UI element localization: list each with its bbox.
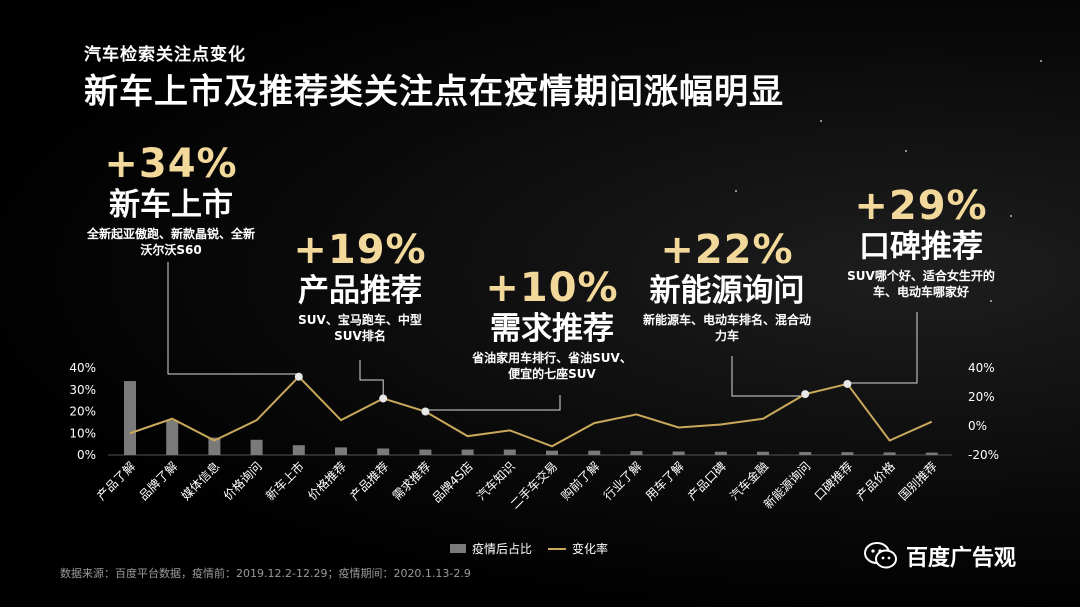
callout-name: 产品推荐	[298, 273, 422, 309]
bar	[799, 451, 812, 455]
callout-desc: 全新起亚傲跑、新款晶锐、全新沃尔沃S60	[86, 227, 255, 257]
page-title: 新车上市及推荐类关注点在疫情期间涨幅明显	[84, 72, 784, 112]
bar	[883, 452, 896, 455]
bar	[925, 452, 938, 455]
x-tick-label: 汽车知识	[473, 459, 518, 504]
y-right-tick-label: -20%	[968, 448, 999, 462]
y-left-tick-label: 10%	[69, 426, 96, 440]
y-left-tick-label: 40%	[69, 361, 96, 375]
callout-reputation-rec: +29% 口碑推荐 SUV哪个好、适合女生开的车、电动车哪家好	[826, 184, 1016, 300]
callout-pct: +29%	[854, 183, 988, 229]
bar	[546, 450, 558, 455]
x-tick-label: 新车上市	[262, 459, 307, 504]
callout-name: 口碑推荐	[859, 229, 983, 265]
x-tick-label: 价格推荐	[305, 459, 350, 504]
x-tick-label: 产品口碑	[684, 459, 729, 504]
callout-name: 新能源询问	[649, 273, 805, 309]
bar	[630, 451, 643, 455]
bar	[841, 452, 854, 455]
x-tick-label: 口碑推荐	[811, 459, 856, 504]
leader-line-new-energy	[731, 356, 806, 397]
bar	[588, 450, 601, 455]
bar	[503, 449, 516, 455]
chart-legend: 疫情后占比 变化率	[450, 540, 608, 557]
x-tick-label: 购前了解	[558, 459, 603, 504]
x-tick-label: 行业了解	[601, 459, 645, 503]
y-right-tick-label: 0%	[968, 419, 987, 433]
x-tick-label: 品牌4S店	[430, 459, 476, 505]
bar	[166, 420, 179, 455]
y-left-tick-label: 0%	[77, 448, 96, 462]
leader-line-demand-rec	[424, 395, 561, 412]
x-tick-label: 媒体信息	[178, 459, 223, 504]
bar	[419, 449, 432, 455]
legend-bar-swatch	[450, 544, 466, 553]
bar	[757, 451, 769, 455]
callout-demand-rec: +10% 需求推荐 省油家用车排行、省油SUV、便宜的七座SUV	[462, 266, 642, 382]
bar	[208, 437, 221, 455]
y-left-tick-label: 30%	[69, 383, 96, 397]
x-tick-label: 产品了解	[94, 459, 138, 503]
x-tick-label: 需求推荐	[390, 459, 434, 503]
bar	[335, 447, 347, 455]
callout-product-rec: +19% 产品推荐 SUV、宝马跑车、中型SUV排名	[270, 228, 450, 344]
x-tick-label: 价格询问	[220, 459, 265, 504]
callout-pct: +22%	[660, 227, 794, 273]
x-tick-label: 品牌了解	[136, 459, 180, 503]
callout-desc: 新能源车、电动车排名、混合动力车	[642, 313, 811, 343]
bar	[461, 449, 474, 455]
y-left-tick-label: 20%	[69, 405, 96, 419]
callout-new-energy: +22% 新能源询问 新能源车、电动车排名、混合动力车	[632, 228, 822, 344]
x-tick-label: 产品价格	[853, 459, 898, 504]
x-tick-label: 产品推荐	[347, 459, 391, 503]
bar	[377, 448, 390, 455]
highlight-marker	[801, 390, 810, 399]
series-line-change-rate	[129, 375, 933, 448]
y-right-tick-label: 40%	[968, 361, 995, 375]
y-right-tick-label: 20%	[968, 390, 995, 404]
brand-logo: 百度广告观	[864, 540, 1016, 572]
x-tick-label: 用车了解	[642, 459, 687, 504]
callout-new-car: +34% 新车上市 全新起亚傲跑、新款晶锐、全新沃尔沃S60	[76, 142, 266, 258]
callout-pct: +10%	[485, 265, 619, 311]
callout-pct: +19%	[293, 227, 427, 273]
eyebrow-title: 汽车检索关注点变化	[84, 45, 246, 65]
callout-desc: SUV哪个好、适合女生开的车、电动车哪家好	[847, 269, 995, 299]
bar	[124, 381, 136, 455]
callout-name: 需求推荐	[490, 311, 614, 347]
highlight-marker	[379, 394, 388, 403]
legend-label-line: 变化率	[572, 542, 609, 556]
legend-label-bar: 疫情后占比	[472, 542, 533, 556]
bar	[672, 451, 685, 455]
data-source: 数据来源：百度平台数据，疫情前：2019.12.2-12.29；疫情期间：202…	[60, 567, 471, 580]
bar	[714, 451, 727, 455]
callout-pct: +34%	[104, 141, 238, 187]
wechat-icon	[864, 542, 897, 569]
callout-desc: 省油家用车排行、省油SUV、便宜的七座SUV	[472, 351, 632, 381]
brand-name: 百度广告观	[906, 546, 1017, 571]
leader-line-product-rec	[359, 360, 384, 399]
highlight-marker	[294, 372, 303, 381]
x-tick-label: 国别推荐	[896, 459, 940, 503]
callout-name: 新车上市	[109, 187, 233, 223]
bar	[250, 439, 263, 455]
callout-desc: SUV、宝马跑车、中型SUV排名	[298, 313, 422, 343]
highlight-marker	[421, 407, 430, 416]
leader-line-reputation-rec	[847, 312, 918, 384]
x-tick-label: 汽车金融	[727, 459, 772, 504]
highlight-marker	[843, 379, 852, 388]
legend-line-swatch	[548, 547, 567, 550]
bar	[292, 445, 305, 455]
